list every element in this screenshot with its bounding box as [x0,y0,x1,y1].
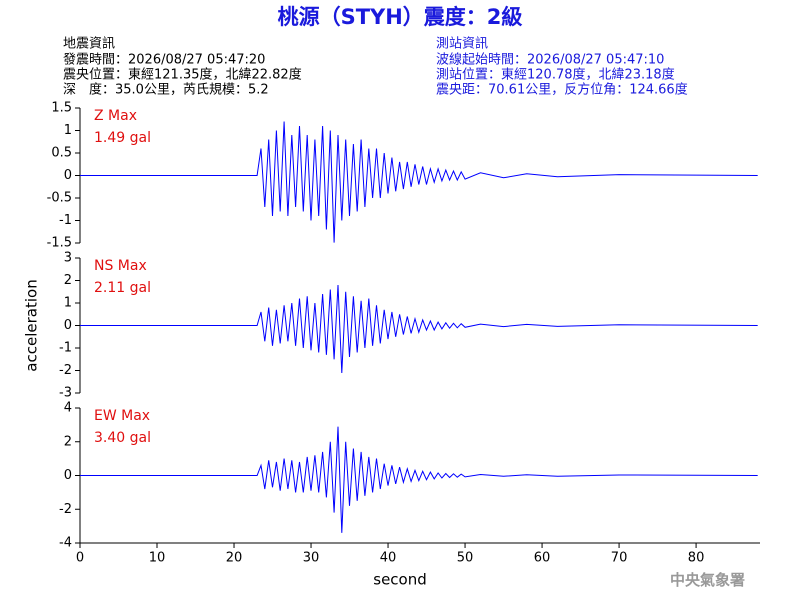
y-tick-label: 0 [64,318,72,333]
x-tick-label: 0 [76,551,84,566]
panel-label: EW Max [94,408,150,424]
info-line: 深 度：35.0公里，芮氏規模：5.2 [63,82,269,98]
y-tick-label: -2 [59,363,72,378]
chart-title: 桃源（STYH）震度：2級 [278,5,523,29]
y-tick-label: 1.5 [51,101,72,116]
waveform [80,121,758,243]
y-tick-label: 0 [64,468,72,483]
x-tick-label: 40 [380,551,397,566]
y-tick-label: 1 [64,296,72,311]
y-tick-label: 4 [64,401,72,416]
y-tick-label: -1 [59,341,72,356]
y-tick-label: -1.5 [47,236,72,251]
info-line: 波線起始時間：2026/08/27 05:47:10 [436,52,664,68]
info-line: 地震資訊 [63,37,115,52]
waveform [80,426,758,533]
panel-label: NS Max [94,258,147,274]
info-line: 測站資訊 [436,37,488,52]
x-tick-label: 60 [534,551,551,566]
y-tick-label: -4 [59,536,72,551]
y-tick-label: -0.5 [47,191,72,206]
waveform [80,284,758,374]
x-tick-label: 20 [226,551,243,566]
x-axis-label: second [373,571,427,589]
y-tick-label: -1 [59,213,72,228]
y-tick-label: -3 [59,386,72,401]
y-tick-label: 1 [64,123,72,138]
y-tick-label: -2 [59,502,72,517]
info-line: 震央距：70.61公里，反方位角：124.66度 [436,82,688,98]
y-tick-label: 0.5 [51,146,72,161]
footer: 中央氣象署 [670,571,745,589]
panel-label: Z Max [94,108,137,124]
y-tick-label: 3 [64,251,72,266]
y-tick-label: 0 [64,168,72,183]
x-tick-label: 50 [457,551,474,566]
y-axis-label: acceleration [23,279,41,371]
panel-max: 1.49 gal [94,130,151,146]
x-tick-label: 70 [611,551,628,566]
y-tick-label: 2 [64,273,72,288]
panel-max: 3.40 gal [94,430,151,446]
x-tick-label: 10 [149,551,166,566]
x-tick-label: 30 [303,551,320,566]
info-line: 震央位置：東經121.35度，北緯22.82度 [63,67,302,83]
info-line: 測站位置：東經120.78度，北緯23.18度 [436,67,675,83]
info-line: 發震時間：2026/08/27 05:47:20 [63,53,265,68]
y-tick-label: 2 [64,434,72,449]
x-tick-label: 80 [688,551,705,566]
panel-max: 2.11 gal [94,280,151,296]
